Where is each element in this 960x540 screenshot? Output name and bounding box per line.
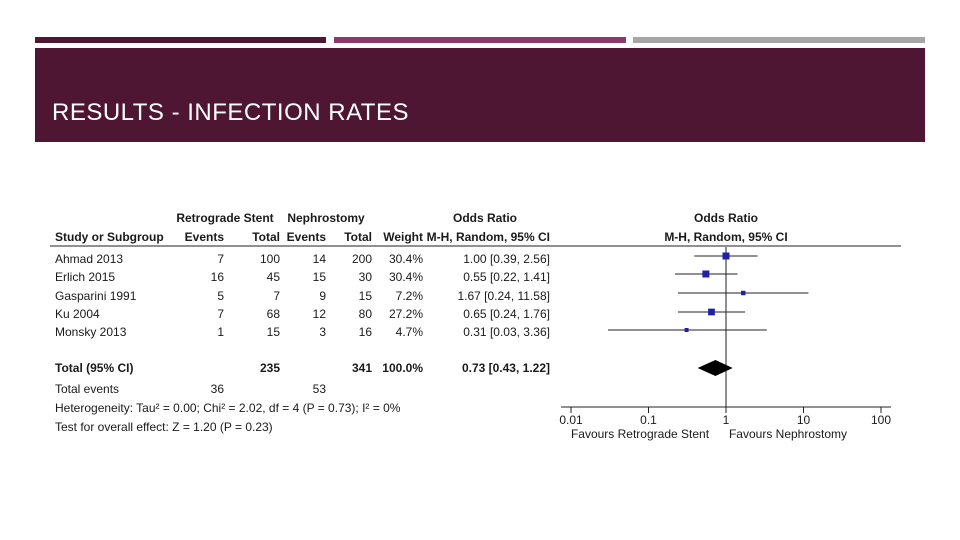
- total-label: Total (95% CI): [55, 361, 133, 375]
- study-row: Ku 2004 7 68 12 80 27.2% 0.65 [0.24, 1.7…: [55, 307, 550, 321]
- total-2: 16: [359, 325, 373, 339]
- total-weight: 100.0%: [382, 361, 423, 375]
- events-2: 9: [319, 289, 326, 303]
- total-2: 30: [359, 270, 373, 284]
- total-events-row: Total events 36 53: [55, 382, 326, 396]
- study-marker: [684, 328, 689, 332]
- header-events-2: Events: [287, 230, 327, 244]
- study-name: Ku 2004: [55, 307, 100, 321]
- header-group1: Retrograde Stent: [176, 211, 273, 225]
- accent-bar-2: [334, 37, 626, 43]
- events-2: 15: [313, 270, 327, 284]
- favours-right-label: Favours Nephrostomy: [729, 427, 847, 441]
- x-axis-tick-label: 1: [723, 413, 730, 427]
- x-axis-tick-label: 100: [871, 413, 891, 427]
- study-marker: [702, 270, 710, 278]
- slide-title: RESULTS - INFECTION RATES: [52, 99, 409, 126]
- study-marker: [741, 290, 746, 296]
- study-marker: [722, 252, 730, 260]
- total-1: 45: [267, 270, 281, 284]
- weight: 30.4%: [389, 270, 423, 284]
- header-or-title-plot: Odds Ratio: [694, 211, 758, 225]
- odds-ratio-ci: 1.00 [0.39, 2.56]: [463, 252, 550, 266]
- header-study: Study or Subgroup: [55, 230, 164, 244]
- events-2: 3: [319, 325, 326, 339]
- events-1: 7: [217, 307, 224, 321]
- study-row: Erlich 2015 16 45 15 30 30.4% 0.55 [0.22…: [55, 270, 550, 284]
- x-axis-tick-label: 0.01: [559, 413, 583, 427]
- header-group2: Nephrostomy: [287, 211, 365, 225]
- x-axis-tick-label: 10: [797, 413, 811, 427]
- total-2: 15: [359, 289, 373, 303]
- events-1: 16: [211, 270, 225, 284]
- total-events-2: 53: [313, 382, 327, 396]
- title-banner: [35, 48, 925, 142]
- events-1: 1: [217, 325, 224, 339]
- study-row: Monsky 2013 1 15 3 16 4.7% 0.31 [0.03, 3…: [55, 325, 550, 339]
- odds-ratio-ci: 1.67 [0.24, 11.58]: [457, 289, 550, 303]
- header-total-1: Total: [252, 230, 280, 244]
- plot-area: 0.01 0.1 1 10 100: [559, 247, 891, 427]
- total-1: 100: [260, 252, 280, 266]
- header-total-2: Total: [344, 230, 372, 244]
- accent-bar-3: [633, 37, 925, 43]
- total-events-label: Total events: [55, 382, 119, 396]
- total-2: 341: [352, 361, 372, 375]
- favours-left-label: Favours Retrograde Stent: [571, 427, 710, 441]
- study-name: Gasparini 1991: [55, 289, 137, 303]
- header-weight: Weight: [383, 230, 423, 244]
- total-2: 80: [359, 307, 373, 321]
- events-2: 14: [313, 252, 327, 266]
- pooled-estimate-diamond: [697, 360, 733, 376]
- weight: 7.2%: [396, 289, 424, 303]
- x-axis-tick-label: 0.1: [640, 413, 657, 427]
- events-1: 7: [217, 252, 224, 266]
- study-name: Monsky 2013: [55, 325, 127, 339]
- total-row: Total (95% CI) 235 341 100.0% 0.73 [0.43…: [55, 361, 550, 375]
- study-name: Ahmad 2013: [55, 252, 123, 266]
- total-1: 235: [260, 361, 280, 375]
- weight: 30.4%: [389, 252, 423, 266]
- heterogeneity-text: Heterogeneity: Tau² = 0.00; Chi² = 2.02,…: [55, 401, 401, 415]
- total-1: 15: [267, 325, 281, 339]
- odds-ratio-ci: 0.31 [0.03, 3.36]: [463, 325, 550, 339]
- odds-ratio-ci: 0.65 [0.24, 1.76]: [463, 307, 550, 321]
- header-or-title-table: Odds Ratio: [453, 211, 517, 225]
- overall-effect-text: Test for overall effect: Z = 1.20 (P = 0…: [55, 420, 273, 434]
- accent-bar-1: [35, 37, 326, 43]
- study-row: Ahmad 2013 7 100 14 200 30.4% 1.00 [0.39…: [55, 252, 550, 266]
- total-2: 200: [352, 252, 372, 266]
- events-1: 5: [217, 289, 224, 303]
- total-events-1: 36: [211, 382, 225, 396]
- header-or-method-table: M-H, Random, 95% CI: [427, 230, 550, 244]
- weight: 4.7%: [396, 325, 424, 339]
- total-1: 68: [267, 307, 281, 321]
- odds-ratio-ci: 0.55 [0.22, 1.41]: [463, 270, 550, 284]
- total-1: 7: [273, 289, 280, 303]
- header-events-1: Events: [185, 230, 225, 244]
- study-name: Erlich 2015: [55, 270, 115, 284]
- study-row: Gasparini 1991 5 7 9 15 7.2% 1.67 [0.24,…: [55, 289, 550, 303]
- header-or-method-plot: M-H, Random, 95% CI: [664, 230, 787, 244]
- weight: 27.2%: [389, 307, 423, 321]
- events-2: 12: [313, 307, 327, 321]
- total-odds-ratio-ci: 0.73 [0.43, 1.22]: [462, 361, 550, 375]
- study-marker: [708, 308, 715, 316]
